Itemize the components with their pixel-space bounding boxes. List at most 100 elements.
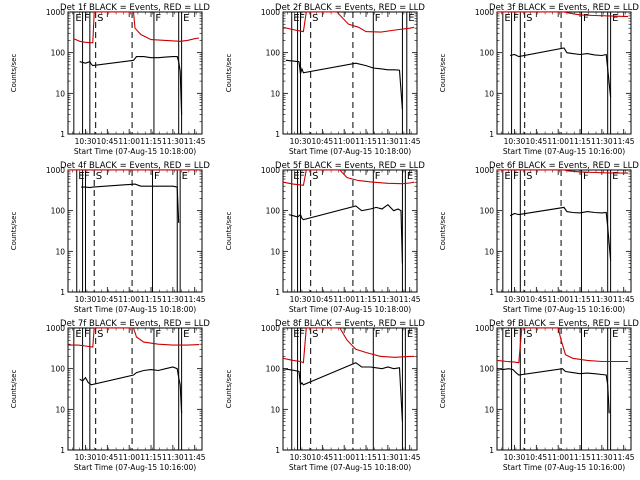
event-marker-label: S — [312, 171, 318, 182]
x-tick-label: 11:00 — [547, 137, 569, 146]
event-marker-label: S — [526, 329, 532, 340]
x-tick-label: 10:45 — [312, 295, 334, 304]
y-tick-label: 1000 — [261, 324, 280, 333]
chart-panel-6: Det 6f BLACK = Events, RED = LLD Counts/s… — [439, 161, 639, 314]
event-marker-label: S — [526, 171, 532, 182]
y-tick-label: 1000 — [475, 324, 494, 333]
y-axis-label: Counts/sec — [225, 54, 233, 93]
series-line-events — [81, 183, 180, 223]
chart-title: Det 9f BLACK = Events, RED = LLD — [489, 319, 639, 329]
series-line-events — [288, 203, 403, 264]
x-axis-label: Start Time (07-Aug-15 10:18:00) — [74, 305, 196, 314]
x-tick-label: 10:30 — [290, 295, 312, 304]
x-tick-label: 11:15 — [140, 137, 162, 146]
x-axis-label: Start Time (07-Aug-15 10:16:00) — [74, 463, 196, 472]
y-tick-label: 100 — [480, 49, 495, 58]
series-line-lld — [68, 328, 200, 348]
event-marker-label: E — [504, 171, 510, 182]
x-tick-label: 10:30 — [290, 453, 312, 462]
series-line-lld — [283, 170, 415, 186]
x-tick-label: 11:15 — [140, 453, 162, 462]
event-marker-label: F — [583, 171, 589, 182]
x-tick-label: 11:45 — [613, 453, 635, 462]
x-tick-label: 11:30 — [162, 137, 184, 146]
event-marker-label: E — [293, 171, 299, 182]
x-tick-label: 11:45 — [184, 137, 206, 146]
y-axis-label: Counts/sec — [10, 212, 18, 251]
y-axis-label: Counts/sec — [439, 54, 447, 93]
x-tick-label: 10:45 — [97, 137, 119, 146]
event-marker-label: E — [407, 329, 413, 340]
series-line-lld — [283, 12, 415, 33]
event-marker-label: E — [612, 171, 618, 182]
y-axis-label: Counts/sec — [10, 54, 18, 93]
y-tick-label: 10 — [484, 247, 494, 256]
event-marker-label: F — [375, 171, 381, 182]
series-line-events — [509, 206, 612, 261]
x-tick-label: 10:30 — [504, 137, 526, 146]
event-marker-label: E — [293, 13, 299, 24]
plot-frame — [67, 11, 203, 135]
x-tick-label: 11:45 — [184, 295, 206, 304]
x-tick-label: 10:45 — [526, 295, 548, 304]
event-marker-label: F — [155, 329, 161, 340]
y-tick-label: 100 — [51, 207, 66, 216]
event-marker-label: F — [513, 329, 519, 340]
x-axis-label: Start Time (07-Aug-15 10:16:00) — [503, 463, 625, 472]
chart-title: Det 2f BLACK = Events, RED = LLD — [275, 3, 425, 13]
plot-frame — [67, 327, 203, 451]
y-tick-label: 100 — [266, 365, 281, 374]
event-marker-label: F — [154, 171, 160, 182]
series-line-lld — [283, 328, 415, 364]
y-axis-label: Counts/sec — [439, 212, 447, 251]
chart-title: Det 4f BLACK = Events, RED = LLD — [60, 161, 210, 171]
event-marker-label: E — [183, 329, 189, 340]
chart-panel-9: Det 9f BLACK = Events, RED = LLD Counts/s… — [439, 319, 639, 472]
y-tick-label: 10 — [484, 89, 494, 98]
y-tick-label: 10 — [484, 405, 494, 414]
event-marker-label: E — [75, 13, 81, 24]
x-tick-label: 11:00 — [118, 137, 140, 146]
event-marker-label: F — [155, 13, 161, 24]
x-tick-label: 10:45 — [97, 453, 119, 462]
x-tick-label: 11:45 — [399, 295, 421, 304]
x-tick-label: 11:00 — [118, 295, 140, 304]
series-line-events — [497, 368, 610, 414]
event-marker-label: E — [408, 13, 414, 24]
y-tick-label: 10 — [270, 405, 280, 414]
x-tick-label: 11:45 — [399, 453, 421, 462]
x-tick-label: 11:00 — [118, 453, 140, 462]
x-axis-label: Start Time (07-Aug-15 10:18:00) — [289, 147, 411, 156]
x-tick-label: 11:45 — [613, 295, 635, 304]
event-marker-label: S — [526, 13, 532, 24]
event-marker-label: S — [96, 171, 102, 182]
chart-title: Det 8f BLACK = Events, RED = LLD — [275, 319, 425, 329]
chart-title: Det 1f BLACK = Events, RED = LLD — [60, 3, 210, 13]
x-tick-label: 11:30 — [591, 137, 613, 146]
event-marker-label: E — [612, 13, 618, 24]
event-marker-label: S — [97, 329, 103, 340]
event-marker-label: F — [513, 13, 519, 24]
event-marker-label: F — [84, 13, 90, 24]
y-axis-label: Counts/sec — [225, 212, 233, 251]
series-line-events — [509, 47, 612, 98]
y-tick-label: 10 — [270, 247, 280, 256]
y-tick-label: 10 — [270, 89, 280, 98]
plot-frame — [282, 327, 418, 451]
series-line-events — [283, 362, 403, 422]
plot-frame — [282, 169, 418, 293]
x-tick-label: 10:45 — [312, 453, 334, 462]
x-tick-label: 11:45 — [399, 137, 421, 146]
series-line-lld — [73, 12, 200, 44]
x-tick-label: 10:45 — [312, 137, 334, 146]
y-tick-label: 100 — [480, 207, 495, 216]
series-line-events — [285, 59, 403, 110]
y-tick-label: 10 — [55, 89, 65, 98]
x-tick-label: 11:30 — [162, 453, 184, 462]
event-marker-label: F — [299, 13, 305, 24]
y-axis-label: Counts/sec — [10, 370, 18, 409]
x-axis-label: Start Time (07-Aug-15 10:18:00) — [289, 305, 411, 314]
x-tick-label: 11:45 — [184, 453, 206, 462]
series-line-lld — [497, 12, 629, 17]
y-tick-label: 10 — [55, 247, 65, 256]
